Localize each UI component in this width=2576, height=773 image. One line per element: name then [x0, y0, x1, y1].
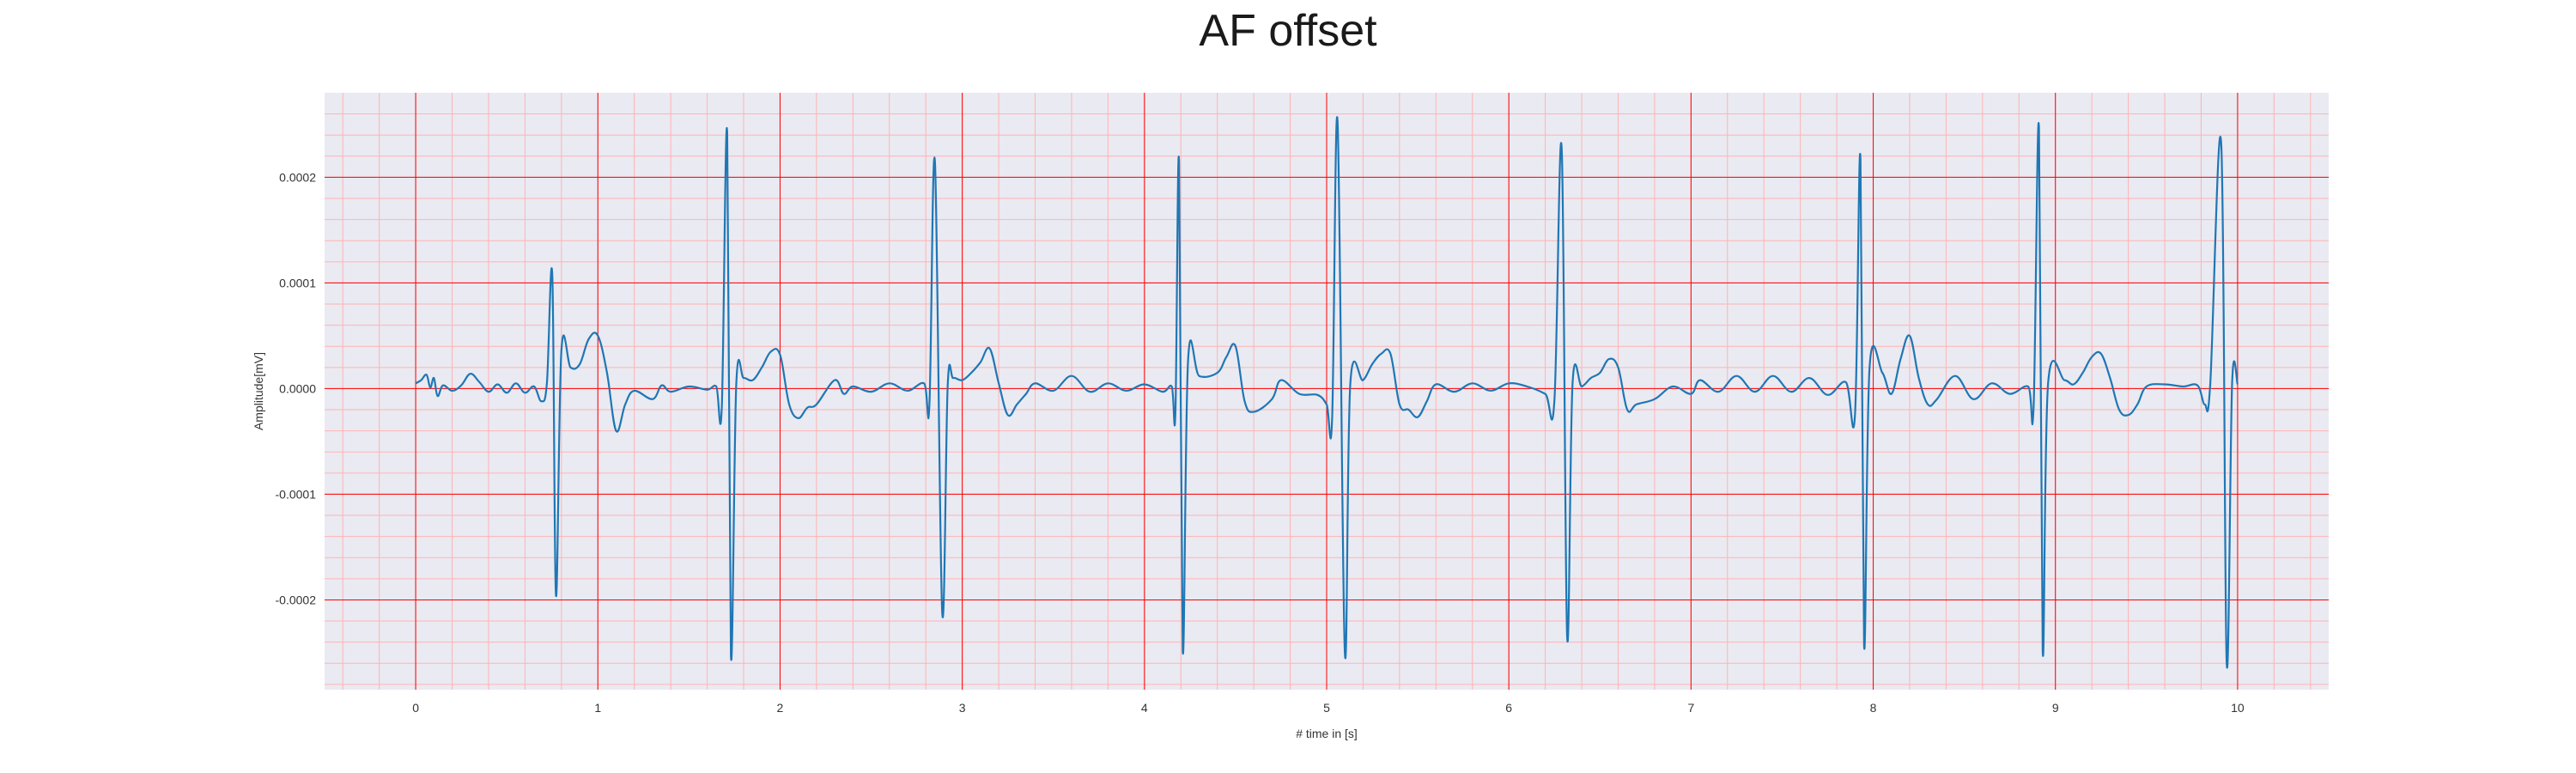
y-tick-label: -0.0002	[276, 593, 317, 606]
y-axis-label: Amplitude[mV]	[252, 352, 265, 430]
x-tick-label: 2	[777, 701, 784, 715]
x-tick-label: 4	[1141, 701, 1148, 715]
x-tick-label: 7	[1687, 701, 1694, 715]
y-axis-ticks: 0.0002 0.0001 0.0000 -0.0001 -0.0002	[276, 170, 317, 606]
x-axis-label: # time in [s]	[1296, 727, 1358, 740]
x-tick-label: 5	[1323, 701, 1330, 715]
ecg-series-line	[415, 116, 2239, 669]
x-tick-label: 0	[412, 701, 419, 715]
x-tick-label: 1	[594, 701, 601, 715]
y-tick-label: 0.0002	[279, 170, 316, 184]
x-tick-label: 10	[2231, 701, 2245, 715]
chart-title: AF offset	[1199, 6, 1377, 56]
x-axis-ticks: 0 1 2 3 4 5 6 7 8 9 10	[412, 701, 2245, 715]
y-tick-label: 0.0000	[279, 381, 316, 395]
x-tick-label: 9	[2052, 701, 2059, 715]
y-tick-label: 0.0001	[279, 276, 316, 289]
y-tick-label: -0.0001	[276, 487, 317, 501]
x-tick-label: 6	[1505, 701, 1512, 715]
x-tick-label: 8	[1870, 701, 1877, 715]
x-tick-label: 3	[959, 701, 966, 715]
